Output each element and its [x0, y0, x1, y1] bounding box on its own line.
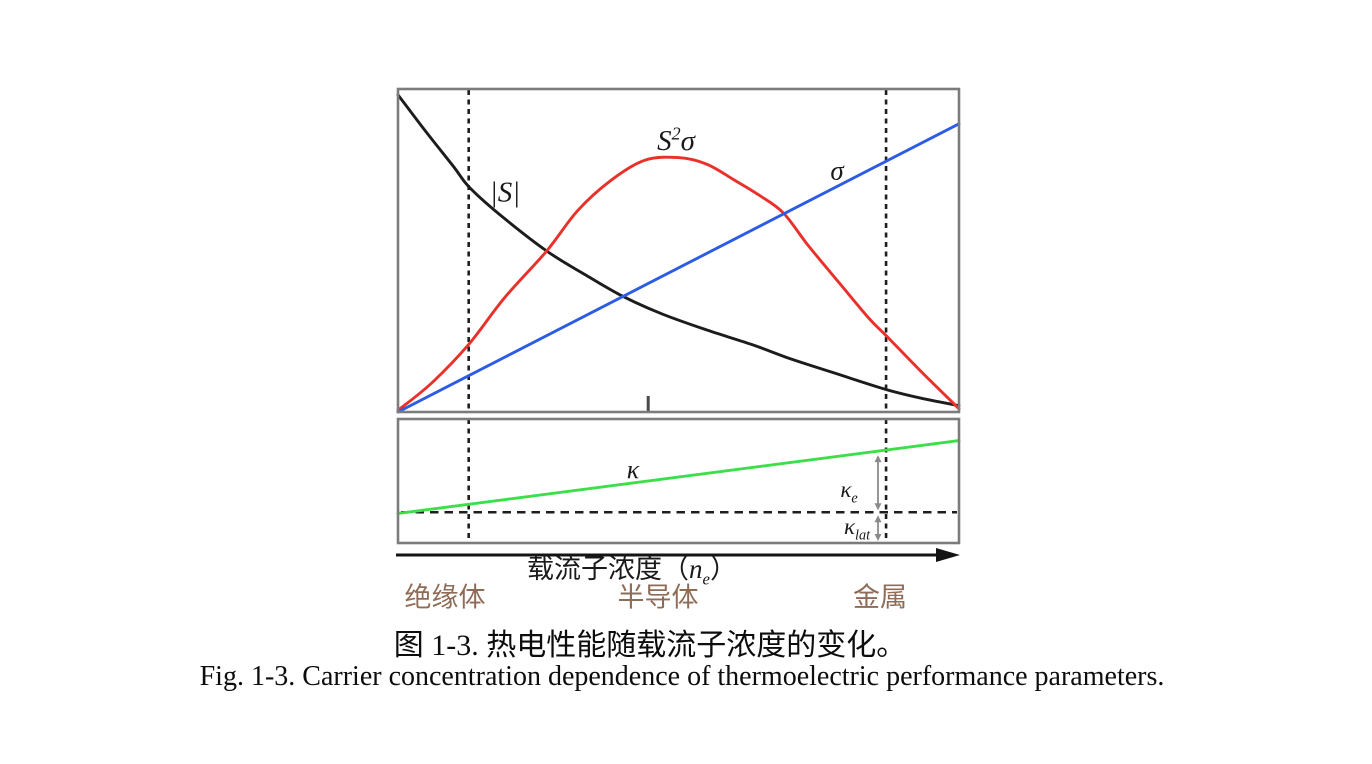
x-axis-symbol-sub: e [702, 569, 710, 589]
kappa-e-arrow-head-top [874, 455, 882, 463]
kappa-curve-label: κ [626, 455, 640, 484]
seebeck-curve-label: |S| [489, 176, 521, 209]
kappa-e-sub: e [851, 490, 858, 507]
seebeck-curve [396, 93, 961, 408]
sigma-curve-label: σ [830, 155, 844, 186]
x-axis-label-text: 载流子浓度 [527, 553, 663, 584]
panel-frames [396, 87, 961, 545]
sigma-curve [396, 122, 961, 414]
kappa-lat-arrow-head-bottom [874, 534, 882, 541]
top-panel-frame [396, 87, 961, 414]
power-factor-curve [396, 155, 961, 412]
kappa-lat-sub: lat [855, 527, 871, 544]
x-axis-paren-open: （ [662, 553, 690, 584]
kappa-lat-arrow-head-top [874, 515, 882, 523]
kappa-curve [396, 439, 961, 515]
x-axis-paren-close: ） [709, 553, 737, 584]
x-axis [396, 548, 960, 562]
curves [396, 93, 961, 515]
kappa-e-arrow-head-bottom [874, 503, 882, 511]
reference-lines [401, 90, 957, 543]
x-axis-arrowhead-icon [936, 548, 960, 562]
kappa-lat-base: κ [843, 514, 855, 540]
annotation-arrows [874, 455, 882, 541]
kappa-e-annotation-label: κe [840, 478, 857, 506]
region-label-semiconductor: 半导体 [617, 582, 699, 613]
x-axis-symbol: n [689, 553, 703, 584]
region-label-metal: 金属 [853, 582, 907, 613]
region-label-insulator: 绝缘体 [404, 582, 486, 613]
power-factor-sigma: σ [680, 124, 695, 157]
figure-caption-english: Fig. 1-3. Carrier concentration dependen… [199, 661, 1165, 692]
x-axis-label: 载流子浓度（ne） [527, 553, 737, 589]
kappa-lat-annotation-label: κlat [844, 515, 870, 543]
bottom-panel-frame [396, 417, 961, 545]
power-factor-base: S [657, 124, 672, 157]
figure-caption-chinese: 图 1-3. 热电性能随载流子浓度的变化。 [393, 629, 907, 662]
power-factor-exponent: 2 [671, 123, 681, 144]
power-factor-curve-label: S2σ [657, 124, 695, 156]
kappa-e-base: κ [840, 477, 852, 503]
